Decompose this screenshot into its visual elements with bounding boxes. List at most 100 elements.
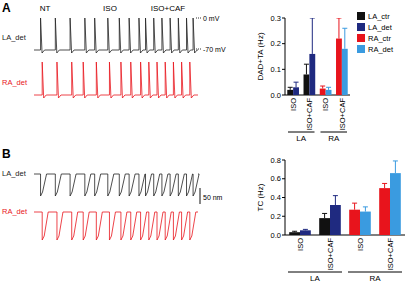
legend-label: LA_det — [368, 23, 393, 32]
error-bar — [320, 86, 325, 89]
error-bar — [310, 18, 315, 54]
bar-chart: DAD+TA (Hz) 0.0 0.1 0.2 0.3 ISO ISO+CAF ISO ISO+… — [256, 12, 394, 143]
condition-label: ISO — [103, 4, 117, 13]
x-tick-label: ISO+CAF — [386, 238, 395, 271]
y-tick — [282, 160, 285, 161]
trace — [34, 62, 198, 98]
condition-label: NT — [40, 4, 51, 13]
error-bar — [304, 64, 309, 74]
trace-label: RA_det — [2, 78, 28, 87]
scale-label: 0 mV — [203, 15, 220, 22]
bar — [360, 212, 371, 235]
bar — [326, 90, 332, 95]
legend-label: LA_ctr — [368, 12, 390, 21]
scale-label: 50 nm — [203, 194, 223, 201]
bar — [289, 232, 300, 235]
y-tick-label: 0.1 — [271, 65, 281, 74]
y-tick — [282, 43, 285, 44]
error-bar — [333, 196, 338, 205]
trace-label: LA_det — [2, 169, 27, 178]
error-bar — [322, 213, 327, 218]
bar — [287, 90, 293, 95]
panel-label: A — [2, 1, 11, 15]
panel-label: B — [2, 147, 11, 161]
y-tick — [282, 235, 285, 236]
y-axis-label: DAD+TA (Hz) — [256, 32, 265, 80]
bar — [319, 218, 330, 235]
bar — [342, 49, 348, 95]
error-bar — [288, 87, 293, 90]
error-bar — [363, 207, 368, 212]
x-tick-label: ISO+CAF — [305, 98, 314, 131]
figure: A LA_det RA_det NT ISO ISO+CAF 0 mV -70 mV DAD+T… — [0, 0, 416, 289]
marks — [289, 161, 401, 235]
group-line — [288, 272, 342, 273]
group-line — [288, 132, 315, 133]
legend-swatch — [357, 45, 365, 53]
group-label: LA — [310, 274, 320, 283]
scale-label: -70 mV — [203, 46, 226, 53]
legend-label: RA_ctr — [368, 34, 391, 43]
y-tick — [282, 197, 285, 198]
trace-label: LA_det — [2, 33, 27, 42]
error-bar — [336, 18, 341, 39]
bar-chart: TC (Hz) 0.0 0.2 0.4 0.6 0.8 ISO ISO+CAF ISO ISO+C… — [256, 156, 405, 283]
x-tick-label: ISO — [296, 238, 305, 251]
trace — [34, 212, 198, 240]
y-tick — [282, 18, 285, 19]
y-tick-label: 0.8 — [271, 156, 281, 165]
x-tick-label: ISO — [321, 98, 330, 111]
y-tick — [282, 178, 285, 179]
group-line — [348, 272, 402, 273]
trace — [34, 18, 198, 53]
scale-bar — [200, 188, 201, 204]
bar — [349, 210, 360, 235]
y-tick-label: 0.3 — [271, 14, 281, 23]
y-tick — [282, 216, 285, 217]
condition-label: ISO+CAF — [151, 4, 186, 13]
y-tick-label: 0.4 — [271, 193, 281, 202]
y-tick — [282, 69, 285, 70]
y-tick-label: 0.0 — [271, 91, 281, 100]
bar — [320, 89, 326, 95]
scale-tick — [196, 49, 201, 50]
group-label: RA — [369, 274, 381, 283]
bar — [304, 74, 310, 95]
y-tick-label: 0.2 — [271, 39, 281, 48]
legend-swatch — [357, 23, 365, 31]
legend-swatch — [357, 34, 365, 42]
scale-tick — [196, 18, 201, 19]
error-bar — [352, 203, 357, 210]
y-axis-label: TC (Hz) — [256, 183, 265, 211]
error-bar — [292, 231, 297, 233]
bar — [309, 54, 315, 95]
y-tick — [282, 95, 285, 96]
bar — [300, 230, 311, 235]
marks — [287, 18, 347, 95]
bar — [390, 173, 401, 235]
error-bar — [393, 161, 398, 173]
y-axis — [285, 18, 286, 95]
error-bar — [342, 28, 347, 49]
y-tick-label: 0.6 — [271, 174, 281, 183]
trace — [34, 174, 199, 196]
y-tick-label: 0.2 — [271, 212, 281, 221]
group-label: RA — [328, 134, 340, 143]
bar — [336, 39, 342, 95]
error-bar — [303, 229, 308, 231]
group-line — [321, 132, 348, 133]
bar — [293, 87, 299, 95]
error-bar — [294, 82, 299, 87]
x-tick-label: ISO — [289, 98, 298, 111]
x-tick-label: ISO+CAF — [338, 98, 347, 131]
bar — [379, 188, 390, 235]
y-tick-label: 0.0 — [271, 231, 281, 240]
bar — [330, 205, 341, 235]
x-tick-label: ISO+CAF — [326, 238, 335, 271]
trace-label: RA_det — [2, 207, 28, 216]
error-bar — [326, 87, 331, 90]
group-label: LA — [296, 134, 306, 143]
legend-swatch — [357, 12, 365, 20]
x-tick-label: ISO — [356, 238, 365, 251]
legend-label: RA_det — [368, 45, 394, 54]
